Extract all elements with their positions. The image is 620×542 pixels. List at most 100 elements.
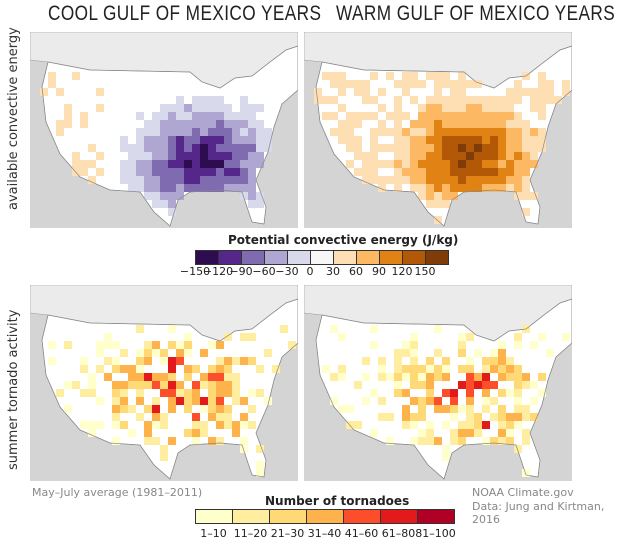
legend-label: −150 <box>179 265 211 278</box>
grid-cell <box>128 144 136 152</box>
grid-cell <box>240 160 248 168</box>
grid-cell <box>410 136 418 144</box>
grid-cell <box>426 120 434 128</box>
grid-cell <box>514 128 522 136</box>
grid-cell <box>176 176 184 184</box>
legend-swatch <box>379 250 402 265</box>
grid-cell <box>192 136 200 144</box>
grid-cell <box>418 429 426 437</box>
grid-cell <box>474 144 482 152</box>
grid-cell <box>192 437 200 445</box>
grid-cell <box>506 437 514 445</box>
grid-cell <box>288 341 296 349</box>
grid-cell <box>482 437 490 445</box>
legend-label: −60 <box>252 265 276 278</box>
grid-cell <box>240 397 248 405</box>
grid-cell <box>224 413 232 421</box>
grid-cell <box>466 429 474 437</box>
grid-cell <box>136 176 144 184</box>
grid-cell <box>128 373 136 381</box>
grid-cell <box>128 168 136 176</box>
grid-cell <box>490 184 498 192</box>
grid-cell <box>64 120 72 128</box>
grid-cell <box>160 373 168 381</box>
grid-cell <box>378 397 386 405</box>
grid-cell <box>498 365 506 373</box>
grid-cell <box>434 160 442 168</box>
grid-cell <box>514 80 522 88</box>
grid-cell <box>216 120 224 128</box>
grid-cell <box>80 357 88 365</box>
grid-cell <box>514 136 522 144</box>
grid-cell <box>514 421 522 429</box>
grid-cell <box>248 192 256 200</box>
grid-cell <box>232 397 240 405</box>
grid-cell <box>530 88 538 96</box>
grid-cell <box>168 397 176 405</box>
grid-cell <box>160 389 168 397</box>
grid-cell <box>450 176 458 184</box>
grid-cell <box>184 405 192 413</box>
grid-cell <box>192 120 200 128</box>
grid-cell <box>136 168 144 176</box>
grid-cell <box>442 453 450 461</box>
grid-cell <box>152 200 160 208</box>
grid-cell <box>176 184 184 192</box>
grid-cell <box>506 413 514 421</box>
grid-cell <box>506 136 514 144</box>
grid-cell <box>530 192 538 200</box>
grid-cell <box>434 405 442 413</box>
grid-cell <box>136 357 144 365</box>
grid-cell <box>474 349 482 357</box>
grid-cell <box>224 333 232 341</box>
grid-cell <box>224 136 232 144</box>
grid-cell <box>338 120 346 128</box>
grid-cell <box>346 80 354 88</box>
grid-cell <box>442 96 450 104</box>
grid-cell <box>168 176 176 184</box>
grid-cell <box>208 397 216 405</box>
grid-cell <box>144 437 152 445</box>
grid-cell <box>458 128 466 136</box>
grid-cell <box>378 104 386 112</box>
grid-cell <box>256 192 264 200</box>
grid-cell <box>88 373 96 381</box>
grid-cell <box>346 128 354 136</box>
grid-cell <box>402 389 410 397</box>
grid-cell <box>410 152 418 160</box>
grid-cell <box>136 325 144 333</box>
grid-cell <box>248 160 256 168</box>
grid-cell <box>458 176 466 184</box>
grid-cell <box>442 80 450 88</box>
grid-cell <box>418 176 426 184</box>
grid-cell <box>434 184 442 192</box>
legend-label: 0 <box>306 265 314 278</box>
legend-label: 30 <box>326 265 340 278</box>
grid-cell <box>104 333 112 341</box>
grid-cell <box>216 128 224 136</box>
grid-cell <box>338 88 346 96</box>
legend-swatch <box>402 250 425 265</box>
grid-cell <box>152 144 160 152</box>
grid-cell <box>256 461 264 469</box>
grid-cell <box>200 112 208 120</box>
grid-cell <box>176 112 184 120</box>
grid-cell <box>402 405 410 413</box>
grid-cell <box>418 168 426 176</box>
grid-cell <box>216 112 224 120</box>
grid-cell <box>402 413 410 421</box>
grid-cell <box>522 152 530 160</box>
grid-cell <box>386 144 394 152</box>
grid-cell <box>136 389 144 397</box>
legend-swatch <box>241 250 264 265</box>
grid-cell <box>232 112 240 120</box>
grid-cell <box>402 349 410 357</box>
grid-cell <box>434 397 442 405</box>
grid-cell <box>248 152 256 160</box>
grid-cell <box>386 112 394 120</box>
grid-cell <box>490 437 498 445</box>
tornado-legend-title: Number of tornadoes <box>265 494 410 508</box>
grid-cell <box>96 152 104 160</box>
grid-cell <box>362 168 370 176</box>
grid-cell <box>216 168 224 176</box>
